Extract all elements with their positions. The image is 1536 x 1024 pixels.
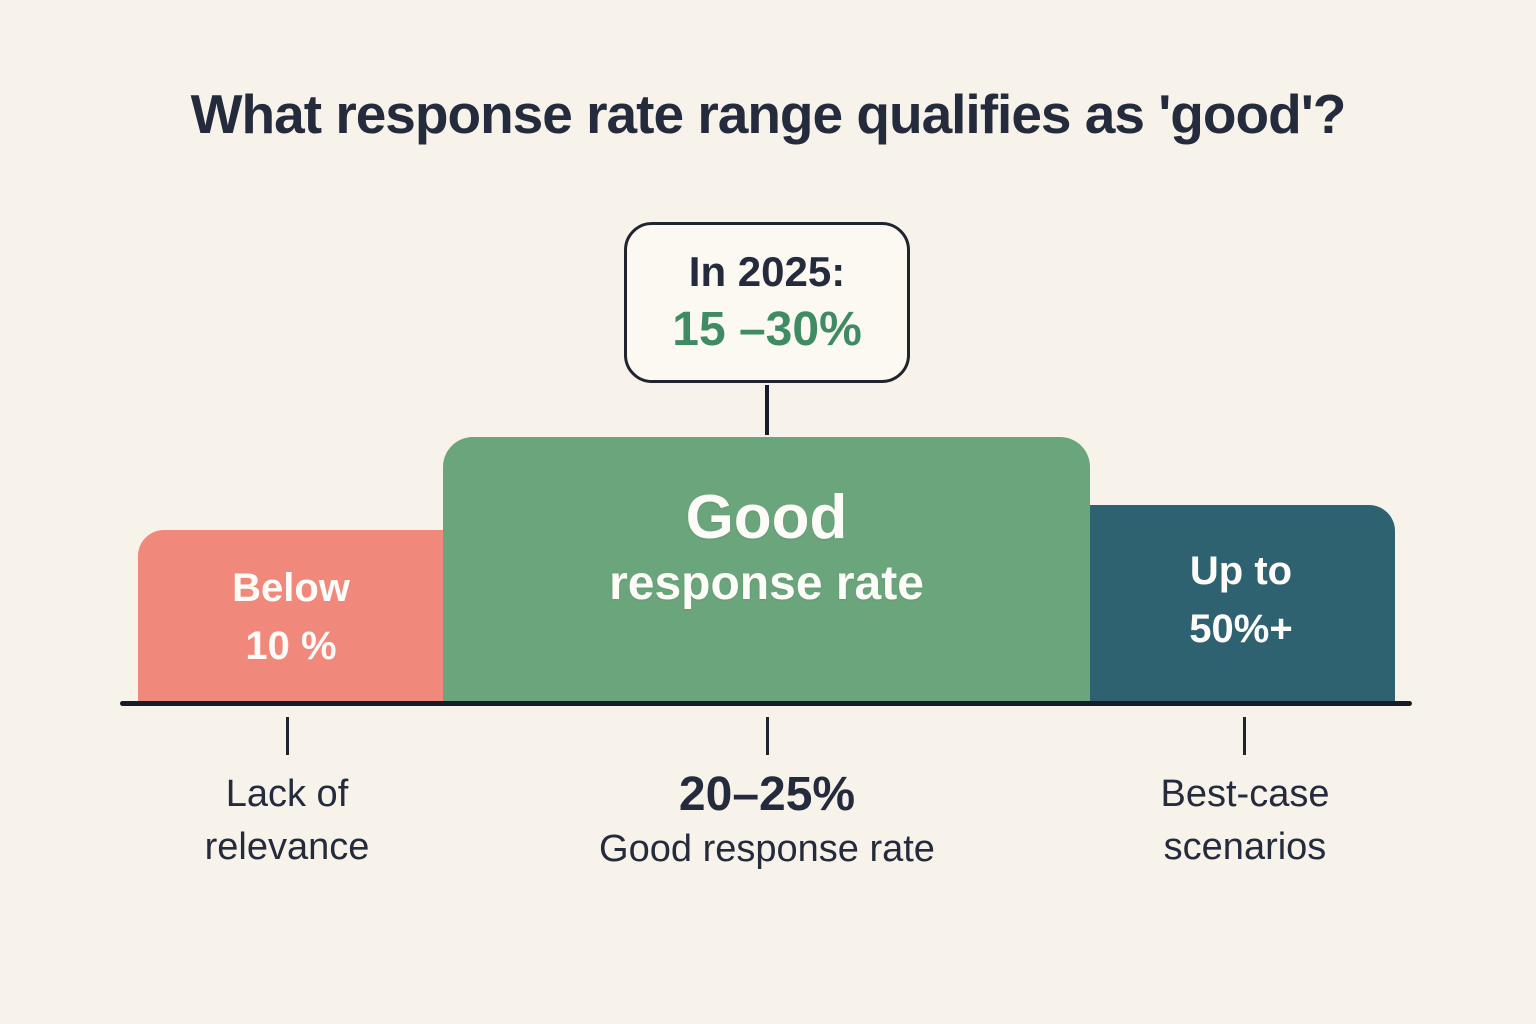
bar-good-response-rate: Good response rate xyxy=(443,437,1090,703)
callout-box: In 2025: 15 –30% xyxy=(624,222,910,383)
annotation-best-case-line1: Best-case xyxy=(1160,773,1330,815)
tick-below-10 xyxy=(286,717,289,755)
bar-below-10-label-line2: 10 % xyxy=(245,623,337,668)
annotation-lack-of-relevance-line2: relevance xyxy=(204,826,370,869)
annotation-good-value: 20–25% xyxy=(678,768,856,821)
annotation-good-caption: Good response rate xyxy=(599,827,935,870)
bar-good-label-line2: response rate xyxy=(609,556,924,610)
annotation-best-case-line2: scenarios xyxy=(1163,826,1327,869)
annotation-lack-of-relevance-line1: Lack of xyxy=(225,773,349,815)
bar-below-10-label-line1: Below xyxy=(232,565,350,610)
chart-title: What response rate range qualifies as 'g… xyxy=(190,83,1347,145)
tick-up-to-50 xyxy=(1243,717,1246,755)
annotation-good-response-rate: 20–25% Good response rate xyxy=(467,766,1067,875)
tick-good xyxy=(766,717,769,755)
callout-range-value: 15 –30% xyxy=(672,303,862,356)
callout-connector-line xyxy=(765,385,769,435)
bar-up-to-50-label-line1: Up to xyxy=(1189,549,1293,593)
callout-prefix: In 2025: xyxy=(688,248,846,295)
axis-baseline xyxy=(120,701,1412,706)
annotation-lack-of-relevance: Lack of relevance xyxy=(137,768,437,874)
bar-good-label-line1: Good xyxy=(685,482,848,552)
bar-below-10: Below 10 % xyxy=(138,530,444,703)
bar-up-to-50-label-line2: 50%+ xyxy=(1189,607,1293,651)
bar-up-to-50: Up to 50%+ xyxy=(1087,505,1395,703)
annotation-best-case: Best-case scenarios xyxy=(1095,768,1395,874)
